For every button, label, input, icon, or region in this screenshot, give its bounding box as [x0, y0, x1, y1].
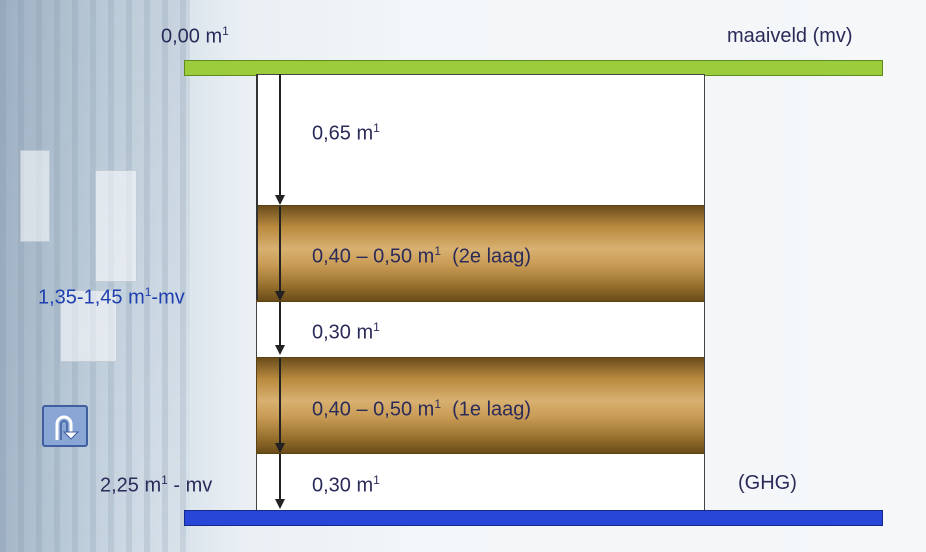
- background-building: [60, 290, 117, 362]
- top-soil-zone: [256, 74, 705, 206]
- ground-level-label: 0,00 m1: [161, 24, 229, 48]
- bottom-soil-zone: [256, 452, 705, 512]
- left-guide-line: [256, 74, 258, 300]
- background-building: [95, 170, 137, 282]
- ghg-label: (GHG): [738, 472, 797, 494]
- back-button[interactable]: [42, 405, 88, 447]
- depth-range-label: 1,35-1,45 m1-mv: [38, 285, 185, 309]
- ghg-depth-label: 2,25 m1 - mv: [100, 473, 213, 497]
- gap-label: 0,30 m1: [312, 320, 380, 344]
- layer-2-label: 0,40 – 0,50 m1 (2e laag): [312, 244, 532, 268]
- u-turn-arrow-icon: [55, 415, 80, 440]
- arrow-head: [275, 195, 285, 205]
- arrow-shaft: [279, 358, 281, 444]
- background-building: [20, 150, 50, 242]
- layer-1-pipe: [256, 357, 705, 454]
- maaiveld-label: maaiveld (mv): [727, 25, 853, 47]
- arrow-head: [275, 443, 285, 453]
- arrow-head: [275, 499, 285, 509]
- arrow-head: [275, 291, 285, 301]
- bottom-label: 0,30 m1: [312, 473, 380, 497]
- ghg-bar: [184, 510, 883, 526]
- arrow-shaft: [279, 454, 281, 500]
- arrow-shaft: [279, 206, 281, 292]
- layer-2-pipe: [256, 205, 705, 302]
- layer-1-label: 0,40 – 0,50 m1 (1e laag): [312, 397, 532, 421]
- arrow-shaft: [279, 302, 281, 346]
- right-frame-line: [704, 74, 705, 512]
- arrow-head: [275, 345, 285, 355]
- depth-top-label: 0,65 m1: [312, 121, 380, 145]
- arrow-shaft: [279, 74, 281, 196]
